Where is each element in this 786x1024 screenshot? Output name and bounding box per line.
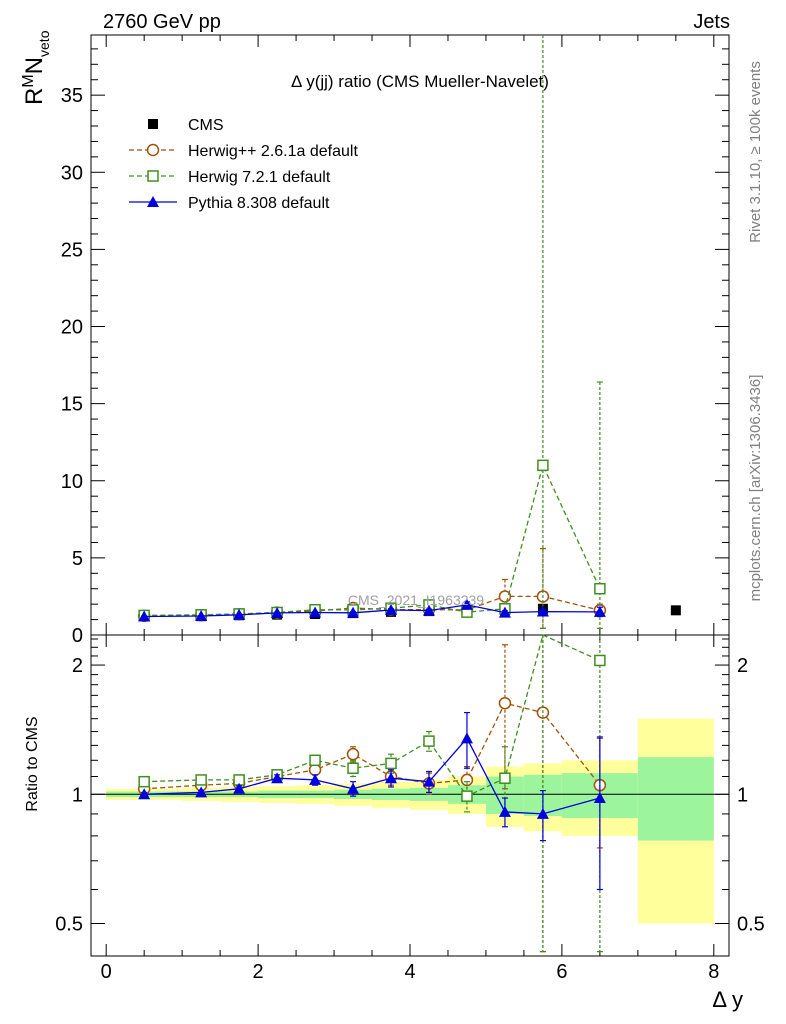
ratio-y-tick-label-right: 0.5	[737, 913, 765, 935]
ratio-point-herwig7	[423, 735, 435, 747]
data-series	[137, 35, 681, 953]
ratio-uncertainty-bands	[106, 718, 714, 924]
legend-label-pythia: Pythia 8.308 default	[188, 195, 330, 212]
ratio-point-pythia	[422, 775, 435, 787]
main-point-pythia	[460, 598, 473, 610]
x-tick-label: 6	[556, 961, 567, 983]
legend-label-herwigpp: Herwig++ 2.6.1a default	[188, 143, 358, 160]
ratio-y-tick-label-right: 1	[737, 784, 748, 806]
main-point-pythia	[593, 605, 606, 617]
rivet-version-label: Rivet 3.1.10, ≥ 100k events	[747, 61, 764, 243]
axis-ticks: 0 2 4 6 8 0 5 10 15 20 25 30 35 0.5 0.5 1 1 2 2	[55, 35, 765, 983]
chart-title: Δ y(jj) ratio (CMS Mueller-Navelet)	[291, 72, 549, 91]
ratio-point-pythia	[195, 786, 208, 798]
ratio-point-pythia	[498, 805, 511, 817]
legend-marker-herwigpp	[146, 143, 160, 157]
ratio-y-tick-label-left: 2	[72, 655, 83, 677]
band-inner	[637, 757, 714, 841]
main-frame	[90, 34, 730, 636]
ratio-point-herwigpp	[498, 696, 512, 710]
y-label-sub: veto	[36, 30, 52, 57]
y-tick-label: 10	[61, 471, 83, 493]
y-tick-label: 20	[61, 317, 83, 339]
ratio-y-tick-label-left: 1	[72, 784, 83, 806]
ratio-line-herwigpp	[144, 702, 601, 790]
ratio-point-herwig7	[347, 762, 359, 774]
main-point-pythia	[271, 606, 284, 618]
x-tick-label: 0	[101, 961, 112, 983]
ratio-point-pythia	[593, 792, 606, 804]
x-axis-label: Δ y	[712, 987, 743, 1012]
analysis-watermark: CMS_2021_I1963239	[348, 592, 484, 608]
legend-label-herwig7: Herwig 7.2.1 default	[188, 169, 331, 186]
main-point-pythia	[498, 606, 511, 618]
ratio-point-herwig7	[195, 774, 207, 786]
ratio-series-pythia	[138, 711, 606, 891]
main-point-pythia	[422, 604, 435, 616]
ratio-point-pythia	[460, 732, 473, 744]
main-point-herwig7	[537, 459, 549, 472]
main-point-pythia	[233, 608, 246, 620]
y-label-sup: M	[20, 74, 37, 87]
y-axis-label-main: RMNveto	[20, 30, 52, 105]
legend-label-cms: CMS	[188, 117, 224, 134]
y-tick-label: 35	[61, 85, 83, 107]
main-point-pythia	[138, 610, 151, 622]
legend: CMS Herwig++ 2.6.1a default Herwig 7.2.1 d…	[129, 117, 358, 212]
ratio-point-herwig7	[138, 775, 150, 788]
ratio-line-herwig7	[144, 634, 601, 798]
main-point-pythia	[309, 606, 322, 618]
legend-marker-pythia	[147, 196, 159, 207]
header-right-label: Jets	[693, 11, 730, 33]
main-point-herwig7	[594, 582, 606, 595]
ratio-point-herwig7	[594, 654, 606, 667]
ratio-point-herwig7	[385, 757, 397, 770]
ratio-point-pythia	[233, 782, 246, 794]
y-tick-label: 25	[61, 239, 83, 261]
ratio-point-pythia	[138, 788, 151, 800]
header-left-label: 2760 GeV pp	[103, 11, 221, 33]
y-label-r: R	[21, 88, 48, 105]
x-tick-label: 8	[708, 961, 719, 983]
x-tick-label: 4	[404, 961, 415, 983]
ratio-point-pythia	[309, 773, 322, 785]
y-tick-label: 15	[61, 394, 83, 416]
main-point-pythia	[347, 606, 360, 618]
y-label-n: N	[21, 57, 48, 74]
main-series-pythia	[138, 598, 606, 622]
main-point-pythia	[385, 604, 398, 616]
main-point-cms	[670, 605, 681, 616]
ratio-point-pythia	[271, 772, 284, 784]
main-line-pythia	[144, 604, 600, 618]
ratio-point-pythia	[536, 807, 549, 819]
ratio-point-pythia	[347, 782, 360, 794]
ratio-y-tick-label-left: 0.5	[55, 913, 83, 935]
x-tick-label: 2	[253, 961, 264, 983]
ratio-point-herwigpp	[460, 773, 474, 787]
main-point-pythia	[536, 605, 549, 617]
legend-marker-herwig7	[147, 170, 159, 182]
y-tick-label: 5	[72, 548, 83, 570]
y-axis-label-ratio: Ratio to CMS	[24, 716, 41, 811]
ratio-point-herwig7	[309, 754, 321, 767]
legend-marker-cms	[148, 119, 158, 129]
ratio-point-herwig7	[499, 772, 511, 784]
mcplots-label: mcplots.cern.ch [arXiv:1306.3436]	[747, 375, 764, 602]
y-tick-label: 30	[61, 162, 83, 184]
main-point-pythia	[195, 610, 208, 622]
ratio-point-herwigpp	[346, 747, 360, 761]
ratio-point-pythia	[385, 772, 398, 784]
ratio-point-herwig7	[461, 790, 473, 802]
ratio-y-tick-label-right: 2	[737, 655, 748, 677]
ratio-line-pythia	[144, 737, 601, 815]
main-line-herwig7	[144, 463, 601, 617]
y-tick-label: 0	[72, 625, 83, 647]
